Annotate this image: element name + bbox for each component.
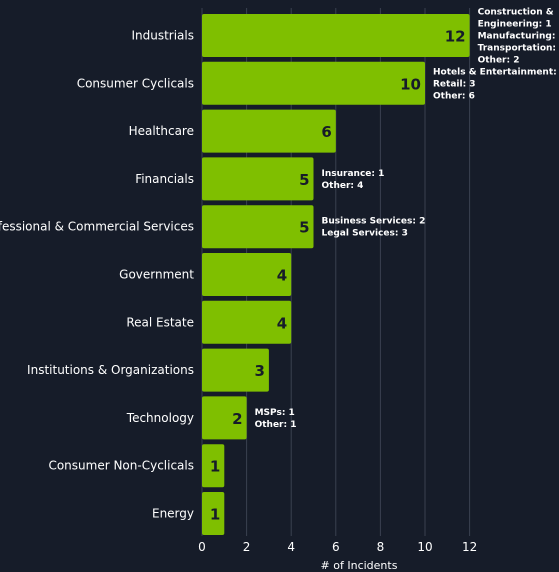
category-label-8: Technology [126,411,194,425]
bars [202,14,470,535]
category-label-4: Professional & Commercial Services [0,220,194,234]
bar-9 [202,444,225,488]
bar-3 [202,157,314,201]
bar-4 [202,205,314,249]
x-tick-label-6: 6 [332,540,340,554]
value-label-7: 3 [254,362,264,380]
annotation-1-0: Hotels & Entertainment: 1 [433,67,559,77]
annotation-0-1: Engineering: 1 [478,20,552,30]
value-label-8: 2 [232,410,242,428]
x-tick-label-2: 2 [243,540,251,554]
x-tick-label-10: 10 [417,540,432,554]
bar-1 [202,61,425,105]
value-label-0: 12 [445,28,466,46]
x-tick-label-8: 8 [377,540,385,554]
value-label-10: 1 [210,506,220,524]
annotation-0-3: Transportation: 1 [478,44,559,54]
value-label-6: 4 [277,314,287,332]
value-label-3: 5 [299,171,309,189]
category-label-7: Institutions & Organizations [27,363,194,377]
x-tick-label-4: 4 [287,540,295,554]
annotation-0-2: Manufacturing: 8 [478,32,559,42]
bar-6 [202,300,292,344]
annotation-3-1: Other: 4 [322,181,364,191]
annotation-0-0: Construction & [478,8,554,18]
annotation-4-1: Legal Services: 3 [322,229,408,239]
value-label-5: 4 [277,267,287,285]
value-label-4: 5 [299,219,309,237]
category-label-0: Industrials [131,29,194,43]
category-label-5: Government [119,268,194,282]
value-label-9: 1 [210,458,220,476]
bar-8 [202,396,247,440]
category-label-2: Healthcare [129,124,194,138]
annotation-4-0: Business Services: 2 [322,217,426,227]
annotation-0-4: Other: 2 [478,56,520,66]
annotation-8-0: MSPs: 1 [255,408,295,418]
annotation-1-1: Retail: 3 [433,79,476,89]
x-axis-ticks: 0 2 4 6 8 10 12 [198,540,477,554]
annotation-1-2: Other: 6 [433,91,475,101]
category-label-3: Financials [135,172,194,186]
value-label-2: 6 [321,123,331,141]
bar-7 [202,348,269,392]
x-tick-label-0: 0 [198,540,206,554]
category-label-6: Real Estate [126,315,194,329]
value-label-1: 10 [400,75,421,93]
x-axis-title: # of Incidents [321,559,398,572]
bar-2 [202,109,336,153]
annotation-8-1: Other: 1 [255,420,297,430]
x-tick-label-12: 12 [462,540,477,554]
category-label-9: Consumer Non-Cyclicals [48,459,194,473]
bar-0 [202,14,470,57]
category-label-1: Consumer Cyclicals [77,76,194,90]
category-label-10: Energy [152,507,194,521]
annotation-3-0: Insurance: 1 [322,169,385,179]
bar-5 [202,253,292,296]
bar-10 [202,492,225,535]
